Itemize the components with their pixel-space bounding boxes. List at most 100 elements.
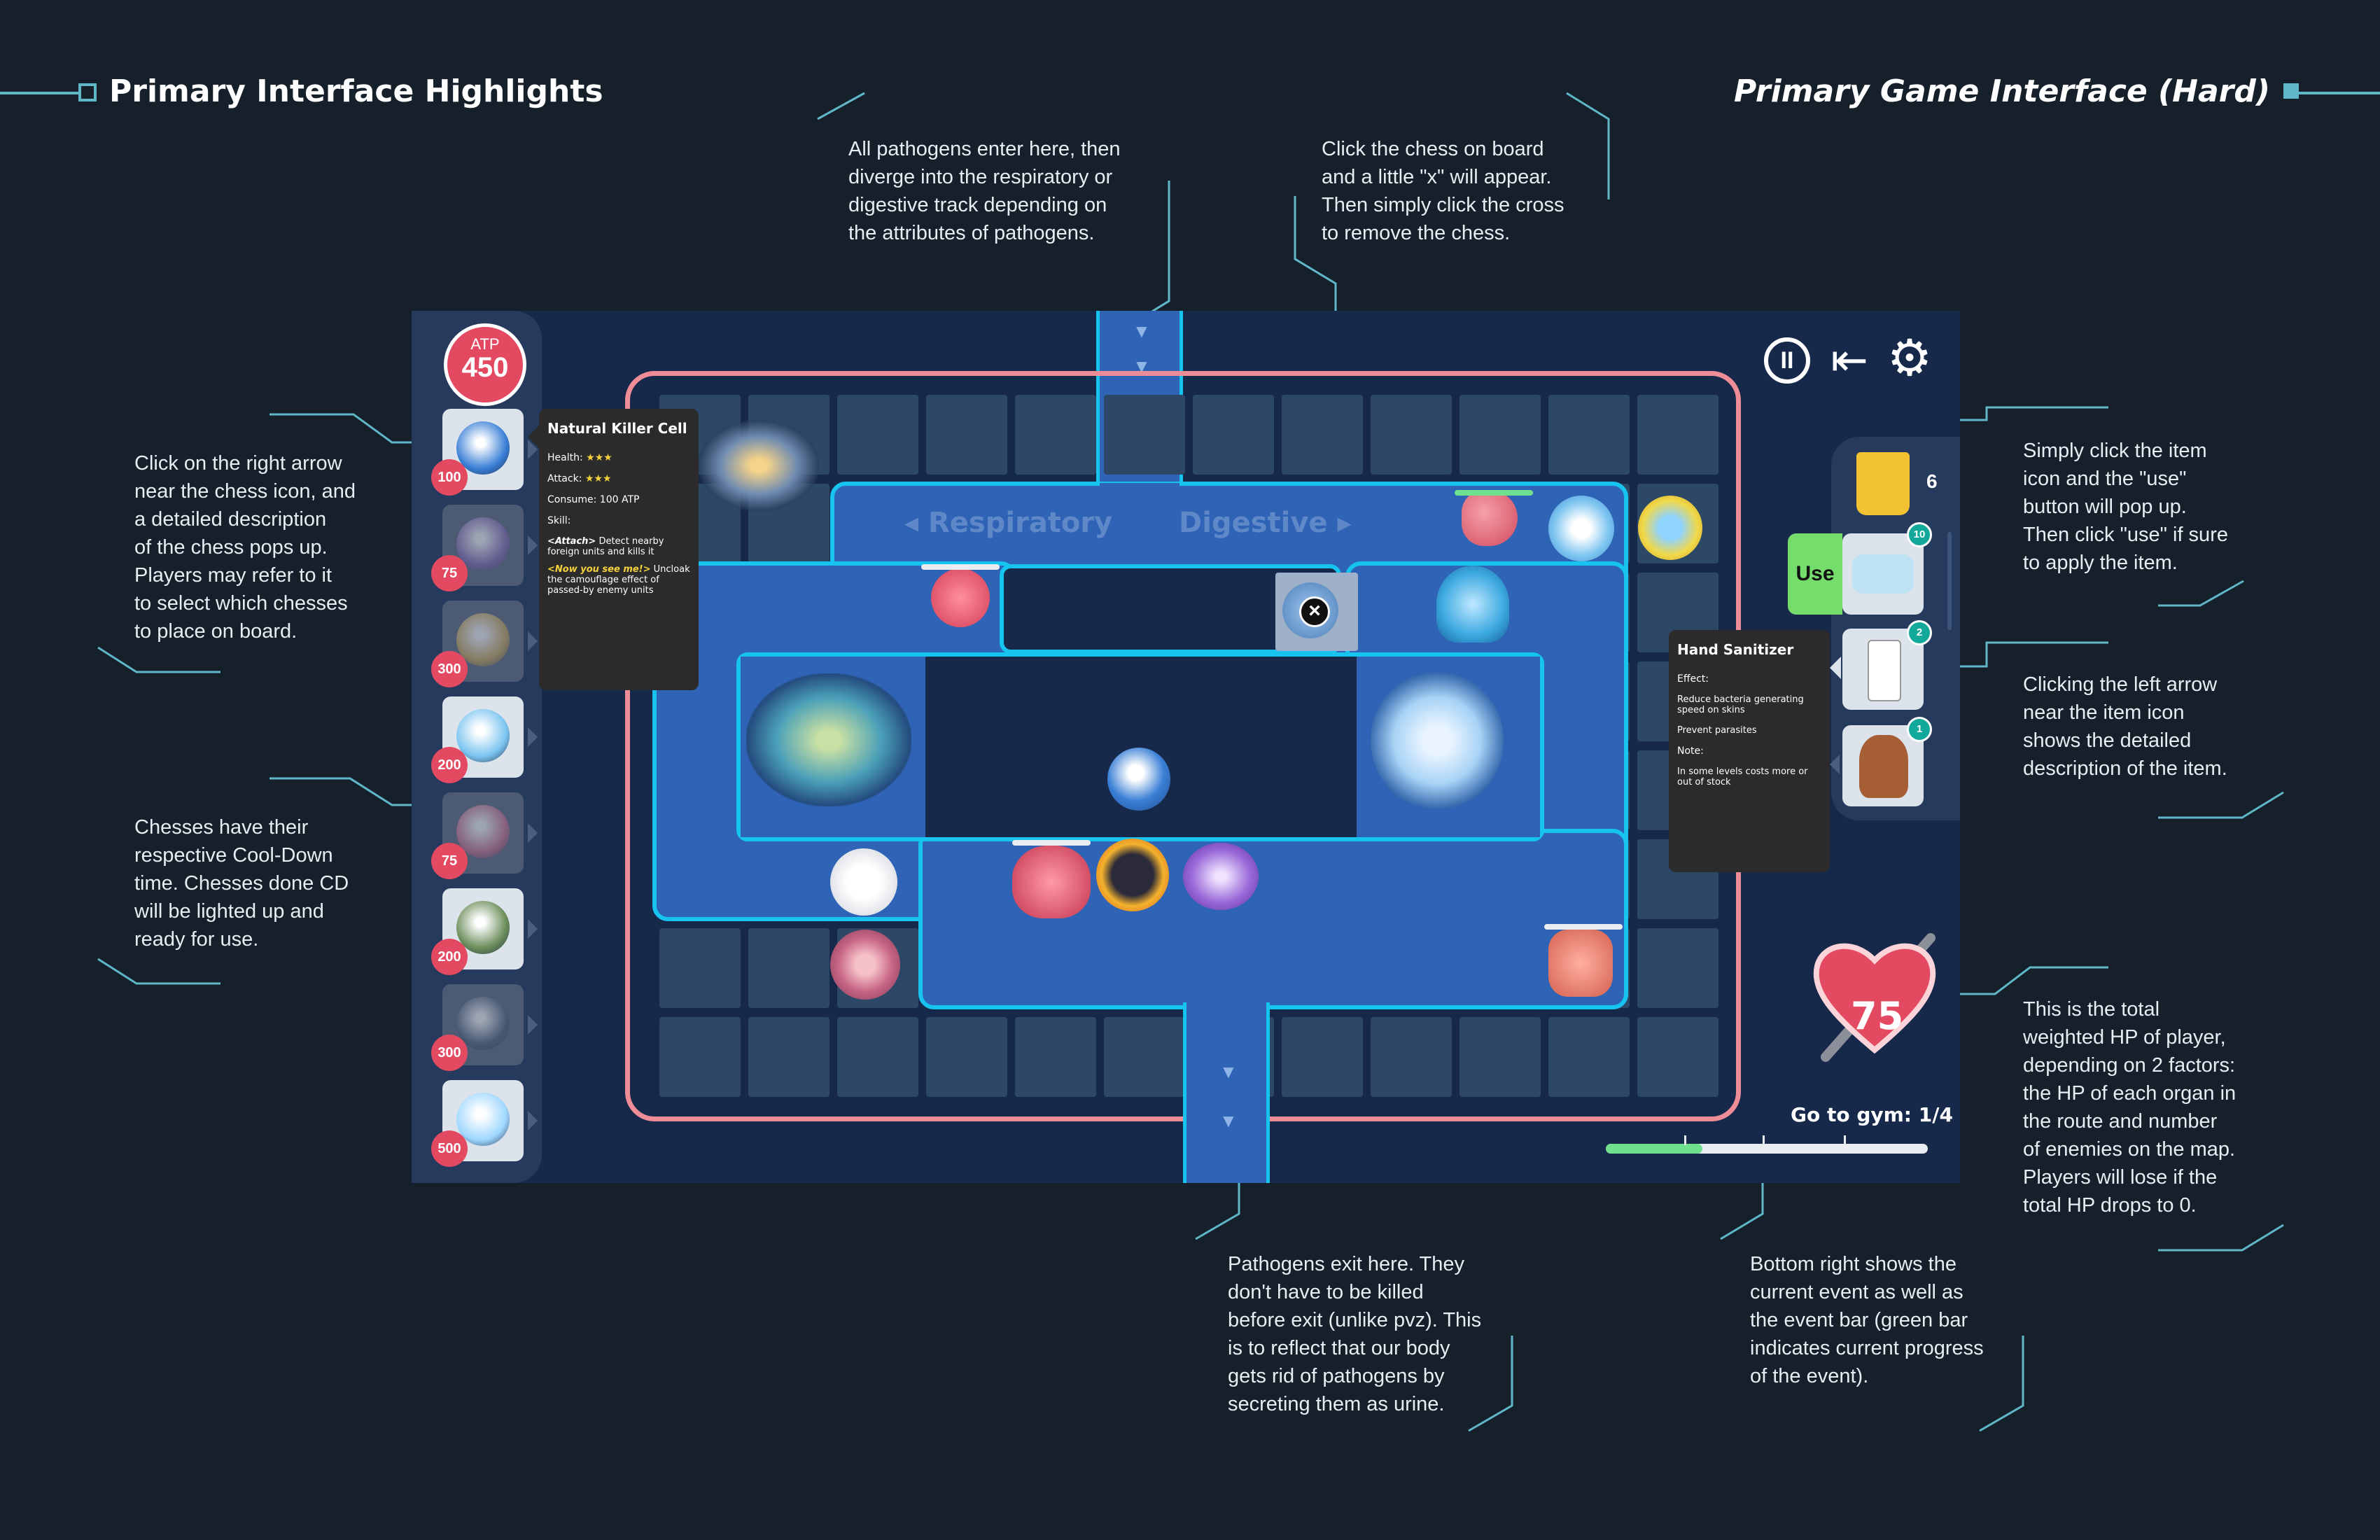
settings-gear-icon[interactable]: ⚙ bbox=[1886, 330, 1933, 386]
glove-count: 1 bbox=[1907, 717, 1932, 742]
board-tile[interactable] bbox=[837, 395, 918, 475]
shopping-bag-icon[interactable] bbox=[1856, 452, 1910, 515]
board-tile[interactable] bbox=[926, 395, 1007, 475]
chess-card[interactable] bbox=[442, 696, 524, 778]
chess-detail-arrow-icon[interactable] bbox=[528, 1111, 538, 1130]
item-panel-scrollbar[interactable] bbox=[1947, 532, 1952, 630]
board-tile[interactable] bbox=[748, 1017, 830, 1097]
board-tile[interactable] bbox=[1104, 1017, 1185, 1097]
board-tile[interactable] bbox=[1015, 1017, 1096, 1097]
board-tile[interactable] bbox=[1104, 395, 1185, 475]
item-effect-1: Reduce bacteria generating speed on skin… bbox=[1677, 694, 1804, 715]
board-tile[interactable] bbox=[1193, 395, 1274, 475]
board-tile[interactable] bbox=[1371, 1017, 1452, 1097]
route-label-respiratory: ◂ Respiratory bbox=[904, 507, 1113, 539]
dark-germ-icon[interactable] bbox=[1096, 839, 1169, 911]
yellow-cell-unit-icon[interactable] bbox=[1638, 496, 1702, 560]
chess-card[interactable] bbox=[442, 1080, 524, 1161]
note-cooldown: Chesses have their respective Cool-Down ti… bbox=[134, 816, 349, 951]
exit-arrow-1: ▼ bbox=[1219, 1061, 1238, 1082]
board-tile[interactable] bbox=[1282, 395, 1363, 475]
lungs-hp-bar bbox=[1012, 840, 1091, 846]
item-note: In some levels costs more or out of stoc… bbox=[1677, 766, 1808, 788]
chess-cost-badge: 200 bbox=[431, 939, 468, 975]
item-effect-label: Effect: bbox=[1677, 673, 1709, 685]
page-title-right: Primary Game Interface (Hard) bbox=[1733, 74, 2270, 109]
bag-count: 6 bbox=[1926, 470, 1938, 492]
note-entry: All pathogens enter here, then diverge in… bbox=[848, 138, 1121, 244]
chess-skill-label: Skill: bbox=[547, 515, 571, 526]
header-right-line bbox=[2299, 92, 2380, 94]
header-left-marker bbox=[78, 83, 97, 102]
board-tile[interactable] bbox=[837, 1017, 918, 1097]
sanitizer-bottle-icon bbox=[1868, 640, 1901, 701]
mask-icon bbox=[1852, 554, 1914, 594]
chess-skill-1: <Attach> Detect nearby foreign units and… bbox=[547, 536, 664, 557]
chess-cost-badge: 500 bbox=[431, 1130, 468, 1167]
board-tile[interactable] bbox=[1371, 395, 1452, 475]
atp-value: 450 bbox=[461, 352, 509, 383]
use-item-button[interactable]: Use bbox=[1788, 533, 1842, 615]
item-mask[interactable] bbox=[1842, 533, 1924, 615]
exit-channel bbox=[1183, 1002, 1270, 1183]
chess-detail-arrow-icon[interactable] bbox=[528, 727, 538, 747]
glove-left-arrow-icon[interactable] bbox=[1830, 755, 1840, 774]
note-remove: Click the chess on board and a little "x"… bbox=[1322, 138, 1564, 244]
exit-game-button[interactable]: ⇤ bbox=[1830, 335, 1868, 385]
board-tile[interactable] bbox=[1548, 1017, 1630, 1097]
note-exit: Pathogens exit here. They don't have to b… bbox=[1228, 1253, 1482, 1415]
total-hp-value: 75 bbox=[1851, 994, 1904, 1038]
board-tile[interactable] bbox=[1637, 1017, 1718, 1097]
antibody-unit-icon[interactable] bbox=[1548, 496, 1614, 561]
shielded-macrophage-icon[interactable] bbox=[1371, 671, 1504, 811]
board-tile[interactable] bbox=[1460, 395, 1541, 475]
pink-bacteria-cluster-icon[interactable] bbox=[830, 930, 900, 1000]
chess-detail-arrow-icon[interactable] bbox=[528, 919, 538, 939]
board-tile[interactable] bbox=[926, 1017, 1007, 1097]
item-note-label: Note: bbox=[1677, 746, 1704, 757]
purple-parasite-icon[interactable] bbox=[1183, 843, 1259, 910]
chess-cost-badge: 300 bbox=[431, 1035, 468, 1071]
mouth-organ-icon[interactable] bbox=[931, 568, 990, 627]
board-tile[interactable] bbox=[1548, 395, 1630, 475]
chess-card[interactable] bbox=[442, 792, 524, 874]
chess-tooltip-title: Natural Killer Cell bbox=[547, 420, 687, 437]
board-tile[interactable] bbox=[748, 928, 830, 1008]
chess-detail-arrow-icon[interactable] bbox=[528, 823, 538, 843]
nk-cell-on-board-icon[interactable] bbox=[1107, 748, 1170, 811]
chess-icon bbox=[456, 805, 510, 858]
stomach-organ-icon[interactable] bbox=[1462, 490, 1518, 546]
item-glove[interactable] bbox=[1842, 725, 1924, 806]
chess-detail-arrow-icon[interactable] bbox=[528, 536, 538, 555]
board-tile[interactable] bbox=[1015, 395, 1096, 475]
board-tile[interactable] bbox=[659, 1017, 741, 1097]
note-total-hp: This is the total weighted HP of player, d… bbox=[2023, 998, 2236, 1217]
chess-cost-badge: 300 bbox=[431, 651, 468, 687]
sanitizer-left-arrow-icon[interactable] bbox=[1830, 657, 1841, 679]
chess-attack-row: Attack: ★★★ bbox=[547, 473, 612, 484]
board-tile[interactable] bbox=[1282, 1017, 1363, 1097]
chess-icon bbox=[456, 517, 510, 570]
board-tile[interactable] bbox=[1460, 1017, 1541, 1097]
heart-shape bbox=[1813, 943, 1936, 1054]
remove-chess-button[interactable]: × bbox=[1299, 596, 1330, 627]
chess-icon bbox=[456, 997, 510, 1050]
board-tile[interactable] bbox=[1637, 395, 1718, 475]
entry-join bbox=[1100, 483, 1180, 504]
note-chess-description: Click on the right arrow near the chess i… bbox=[134, 452, 356, 643]
chess-detail-arrow-icon[interactable] bbox=[528, 1015, 538, 1035]
intestine-organ-icon[interactable] bbox=[1548, 930, 1613, 997]
chess-card[interactable] bbox=[442, 505, 524, 586]
header-left-line bbox=[0, 92, 78, 94]
exit-arrow-2: ▼ bbox=[1219, 1110, 1238, 1131]
white-virus-icon[interactable] bbox=[830, 848, 897, 916]
board-tile[interactable] bbox=[659, 928, 741, 1008]
lungs-organ-icon[interactable] bbox=[1012, 846, 1091, 918]
pause-button[interactable]: II bbox=[1764, 337, 1810, 384]
board-tile[interactable] bbox=[1637, 928, 1718, 1008]
spiked-pathogen-icon[interactable] bbox=[699, 420, 819, 511]
item-hand-sanitizer[interactable] bbox=[1842, 629, 1924, 710]
spider-bacteria-icon[interactable] bbox=[746, 673, 911, 806]
chess-detail-arrow-icon[interactable] bbox=[528, 631, 538, 651]
jellyfish-unit-icon[interactable] bbox=[1436, 566, 1509, 643]
